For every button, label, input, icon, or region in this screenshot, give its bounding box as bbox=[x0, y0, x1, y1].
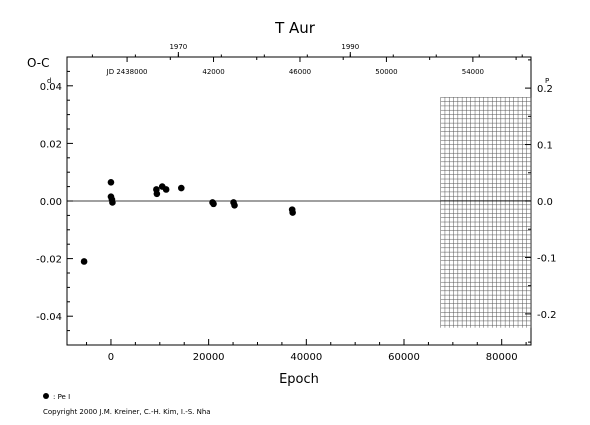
y-right-tick-label: -0.2 bbox=[537, 310, 557, 321]
data-point bbox=[109, 199, 116, 206]
y-unit-left: d bbox=[47, 77, 51, 85]
data-point bbox=[231, 202, 238, 209]
data-points bbox=[80, 178, 296, 265]
y-left-tick-label: -0.04 bbox=[36, 312, 62, 323]
y-left-tick-label: 0.02 bbox=[40, 139, 62, 150]
legend-symbol bbox=[43, 393, 49, 399]
y-left-tick-label: 0.04 bbox=[40, 82, 62, 93]
data-point bbox=[210, 200, 217, 208]
y-axis-left: 0.04 0.02 0.00 -0.02 -0.04 bbox=[36, 70, 73, 332]
top-jd-tick-label: 46000 bbox=[289, 68, 311, 76]
x-tick-label: 40000 bbox=[290, 352, 322, 363]
top-year-axis: 1970 1990 bbox=[91, 43, 523, 57]
x-tick-label: 80000 bbox=[486, 352, 518, 363]
top-jd-tick-label: 54000 bbox=[462, 68, 484, 76]
top-jd-tick-label: JD 2438000 bbox=[106, 68, 148, 76]
x-axis-label: Epoch bbox=[279, 372, 319, 387]
y-right-tick-label: 0.1 bbox=[537, 141, 553, 152]
data-point bbox=[80, 258, 88, 265]
top-jd-tick-label: 42000 bbox=[202, 68, 224, 76]
legend: : Pe I bbox=[43, 393, 70, 401]
top-year-tick-label: 1970 bbox=[169, 43, 187, 51]
y-unit-right: P bbox=[545, 77, 549, 85]
y-left-tick-label: -0.02 bbox=[36, 255, 62, 266]
data-point bbox=[289, 209, 296, 216]
y-axis-right: 0.2 0.1 0.0 -0.1 -0.2 bbox=[525, 59, 557, 343]
legend-label: : Pe I bbox=[53, 393, 70, 401]
y-right-tick-label: 0.0 bbox=[537, 197, 553, 208]
x-axis: 0 20000 40000 60000 80000 bbox=[86, 339, 527, 363]
y-right-tick-label: 0.2 bbox=[537, 84, 553, 95]
data-point bbox=[153, 190, 161, 198]
y-left-tick-label: 0.00 bbox=[40, 197, 62, 208]
top-year-tick-label: 1990 bbox=[341, 43, 359, 51]
data-point bbox=[177, 184, 185, 192]
x-tick-label: 0 bbox=[108, 352, 114, 363]
y-right-tick-label: -0.1 bbox=[537, 253, 557, 264]
top-jd-tick-label: 50000 bbox=[375, 68, 397, 76]
x-tick-label: 20000 bbox=[193, 352, 225, 363]
top-jd-axis: JD 2438000 42000 46000 50000 54000 bbox=[106, 57, 517, 76]
chart-title: T Aur bbox=[274, 19, 316, 37]
x-tick-label: 60000 bbox=[388, 352, 420, 363]
data-point bbox=[162, 186, 170, 193]
copyright-footer: Copyright 2000 J.M. Kreiner, C.-H. Kim, … bbox=[43, 408, 211, 416]
hatched-region bbox=[440, 97, 532, 328]
data-point bbox=[107, 178, 115, 186]
y-axis-label: O-C bbox=[27, 56, 50, 70]
